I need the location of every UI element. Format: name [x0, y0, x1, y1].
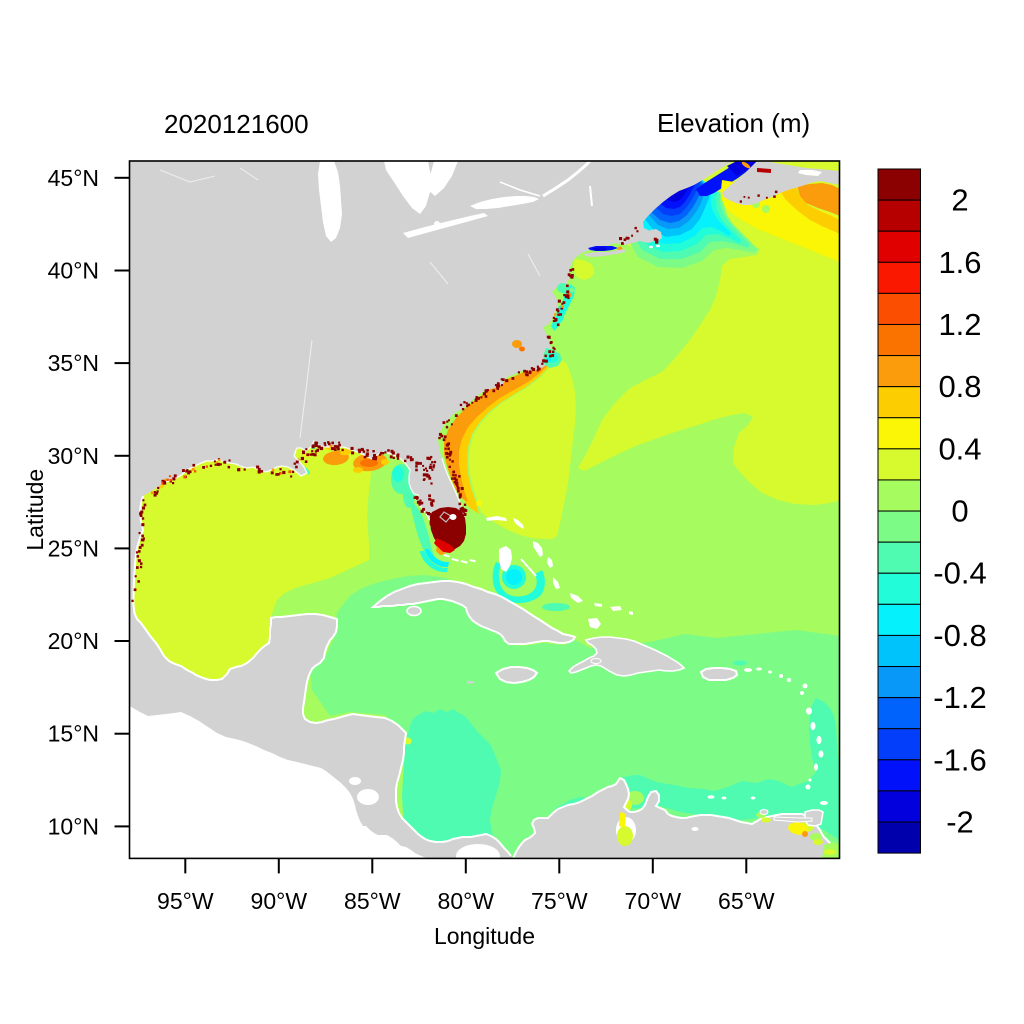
svg-text:0: 0: [951, 494, 968, 529]
svg-text:-0.8: -0.8: [933, 618, 986, 653]
svg-text:40°N: 40°N: [48, 257, 99, 283]
svg-text:1.2: 1.2: [938, 307, 981, 342]
svg-text:85°W: 85°W: [344, 888, 401, 914]
svg-text:-1.2: -1.2: [933, 680, 986, 715]
svg-text:Latitude: Latitude: [22, 469, 48, 551]
svg-text:0.8: 0.8: [938, 369, 981, 404]
svg-text:30°N: 30°N: [48, 443, 99, 469]
svg-text:0.4: 0.4: [938, 431, 981, 466]
svg-text:Elevation (m): Elevation (m): [657, 108, 810, 138]
svg-text:25°N: 25°N: [48, 535, 99, 561]
svg-text:95°W: 95°W: [157, 888, 214, 914]
svg-text:10°N: 10°N: [48, 813, 99, 839]
svg-text:-2: -2: [946, 805, 974, 840]
svg-text:90°W: 90°W: [251, 888, 308, 914]
svg-text:2: 2: [951, 183, 968, 218]
svg-text:75°W: 75°W: [531, 888, 588, 914]
svg-text:-1.6: -1.6: [933, 742, 986, 777]
svg-text:-0.4: -0.4: [933, 556, 986, 591]
svg-text:Longitude: Longitude: [434, 923, 535, 949]
svg-text:20°N: 20°N: [48, 628, 99, 654]
svg-text:80°W: 80°W: [438, 888, 495, 914]
svg-text:70°W: 70°W: [625, 888, 682, 914]
svg-text:65°W: 65°W: [718, 888, 775, 914]
svg-text:35°N: 35°N: [48, 350, 99, 376]
svg-text:45°N: 45°N: [48, 165, 99, 191]
svg-text:15°N: 15°N: [48, 721, 99, 747]
svg-text:2020121600: 2020121600: [164, 109, 309, 139]
svg-text:1.6: 1.6: [938, 245, 981, 280]
